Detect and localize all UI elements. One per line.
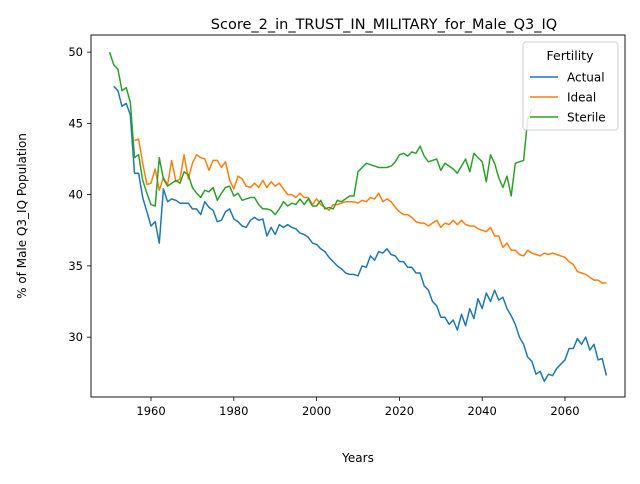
y-axis-label: % of Male Q3_IQ Population: [15, 133, 29, 299]
y-tick-label: 35: [68, 259, 83, 273]
series-line-ideal: [134, 138, 607, 284]
x-tick-label: 2020: [385, 404, 414, 418]
series-line-sterile: [108, 51, 533, 216]
y-tick-label: 50: [68, 45, 83, 59]
legend-title: Fertility: [547, 48, 595, 63]
y-tick-label: 40: [68, 188, 83, 202]
x-tick-label: 2040: [468, 404, 497, 418]
legend-entries: Actual Ideal Sterile: [530, 71, 606, 125]
chart-title: Score_2_in_TRUST_IN_MILITARY_for_Male_Q3…: [211, 17, 557, 33]
series-line-actual: [113, 85, 608, 383]
legend-box: [522, 41, 619, 131]
legend-label-actual: Actual: [567, 71, 605, 85]
plot-frame: [90, 34, 626, 398]
x-tick-label: 2060: [550, 404, 579, 418]
x-tick-label: 2000: [302, 404, 331, 418]
legend-label-sterile: Sterile: [567, 111, 606, 125]
x-tick-label: 1960: [136, 404, 165, 418]
y-tick-label: 30: [68, 330, 83, 344]
y-tick-label: 45: [68, 116, 83, 130]
plot-lines: [108, 51, 608, 383]
x-axis-label: Years: [341, 451, 374, 465]
x-tick-label: 1980: [219, 404, 248, 418]
legend-label-ideal: Ideal: [567, 91, 596, 105]
legend: Fertility Actual Ideal Sterile: [522, 41, 619, 131]
x-axis: 1960 1980 2000 2020 2040 2060: [136, 397, 580, 418]
y-axis: 30 35 40 45 50: [68, 45, 91, 344]
